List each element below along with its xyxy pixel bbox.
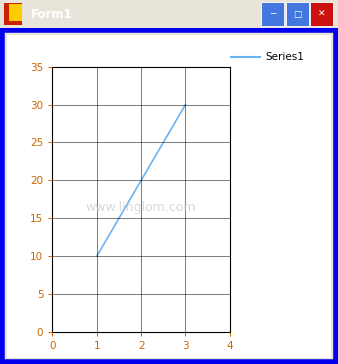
FancyBboxPatch shape xyxy=(286,2,309,26)
FancyBboxPatch shape xyxy=(4,3,22,25)
FancyBboxPatch shape xyxy=(9,4,22,21)
Text: Series1: Series1 xyxy=(265,52,304,62)
Text: www.linglom.com: www.linglom.com xyxy=(86,201,196,214)
FancyBboxPatch shape xyxy=(7,35,331,358)
Text: ✕: ✕ xyxy=(318,9,325,19)
FancyBboxPatch shape xyxy=(310,2,333,26)
FancyBboxPatch shape xyxy=(261,2,284,26)
Text: Form1: Form1 xyxy=(30,8,72,20)
Text: ─: ─ xyxy=(270,9,275,19)
Text: □: □ xyxy=(293,9,301,19)
